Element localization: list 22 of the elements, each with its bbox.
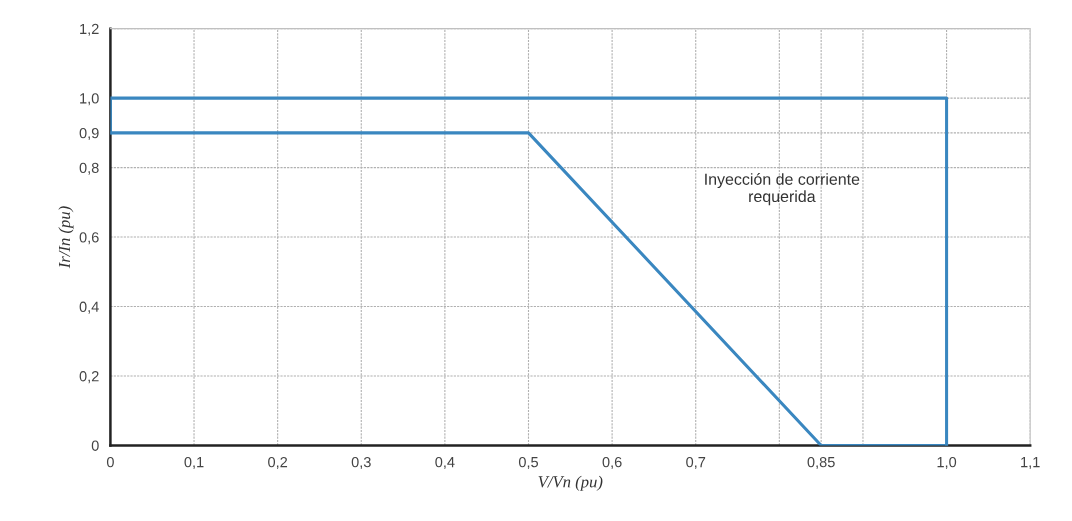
- y-tick-label: 1,2: [80, 23, 99, 36]
- x-tick-label: 0,1: [184, 456, 204, 469]
- annotation: Inyección de corriente requerida: [705, 172, 860, 206]
- y-tick-label: 0,2: [79, 371, 99, 384]
- y-tick-label: 0,8: [79, 162, 99, 175]
- x-tick-label: 0,5: [518, 456, 539, 469]
- y-tick-label: 0,4: [79, 301, 99, 314]
- y-tick-label: 1,0: [80, 93, 99, 106]
- y-tick-label: 0,6: [79, 232, 99, 245]
- x-tick-label: 0,85: [807, 456, 835, 469]
- y-tick-label: 0,9: [79, 127, 99, 141]
- y-axis-title: Ir/In (pu): [58, 206, 74, 269]
- y-tick-label: 0: [91, 440, 99, 451]
- x-tick-label: 1,0: [937, 456, 957, 469]
- x-tick-label: 0,3: [351, 456, 371, 469]
- x-tick-label: 0,7: [686, 456, 706, 469]
- x-tick-label: 1,1: [1021, 457, 1040, 469]
- x-tick-label: 0,6: [602, 456, 622, 469]
- x-tick-label: 0,2: [268, 456, 288, 469]
- x-tick-label: 0: [106, 456, 114, 468]
- x-tick-label: 0,4: [435, 456, 455, 469]
- x-axis-title: V/Vn (pu): [538, 475, 603, 491]
